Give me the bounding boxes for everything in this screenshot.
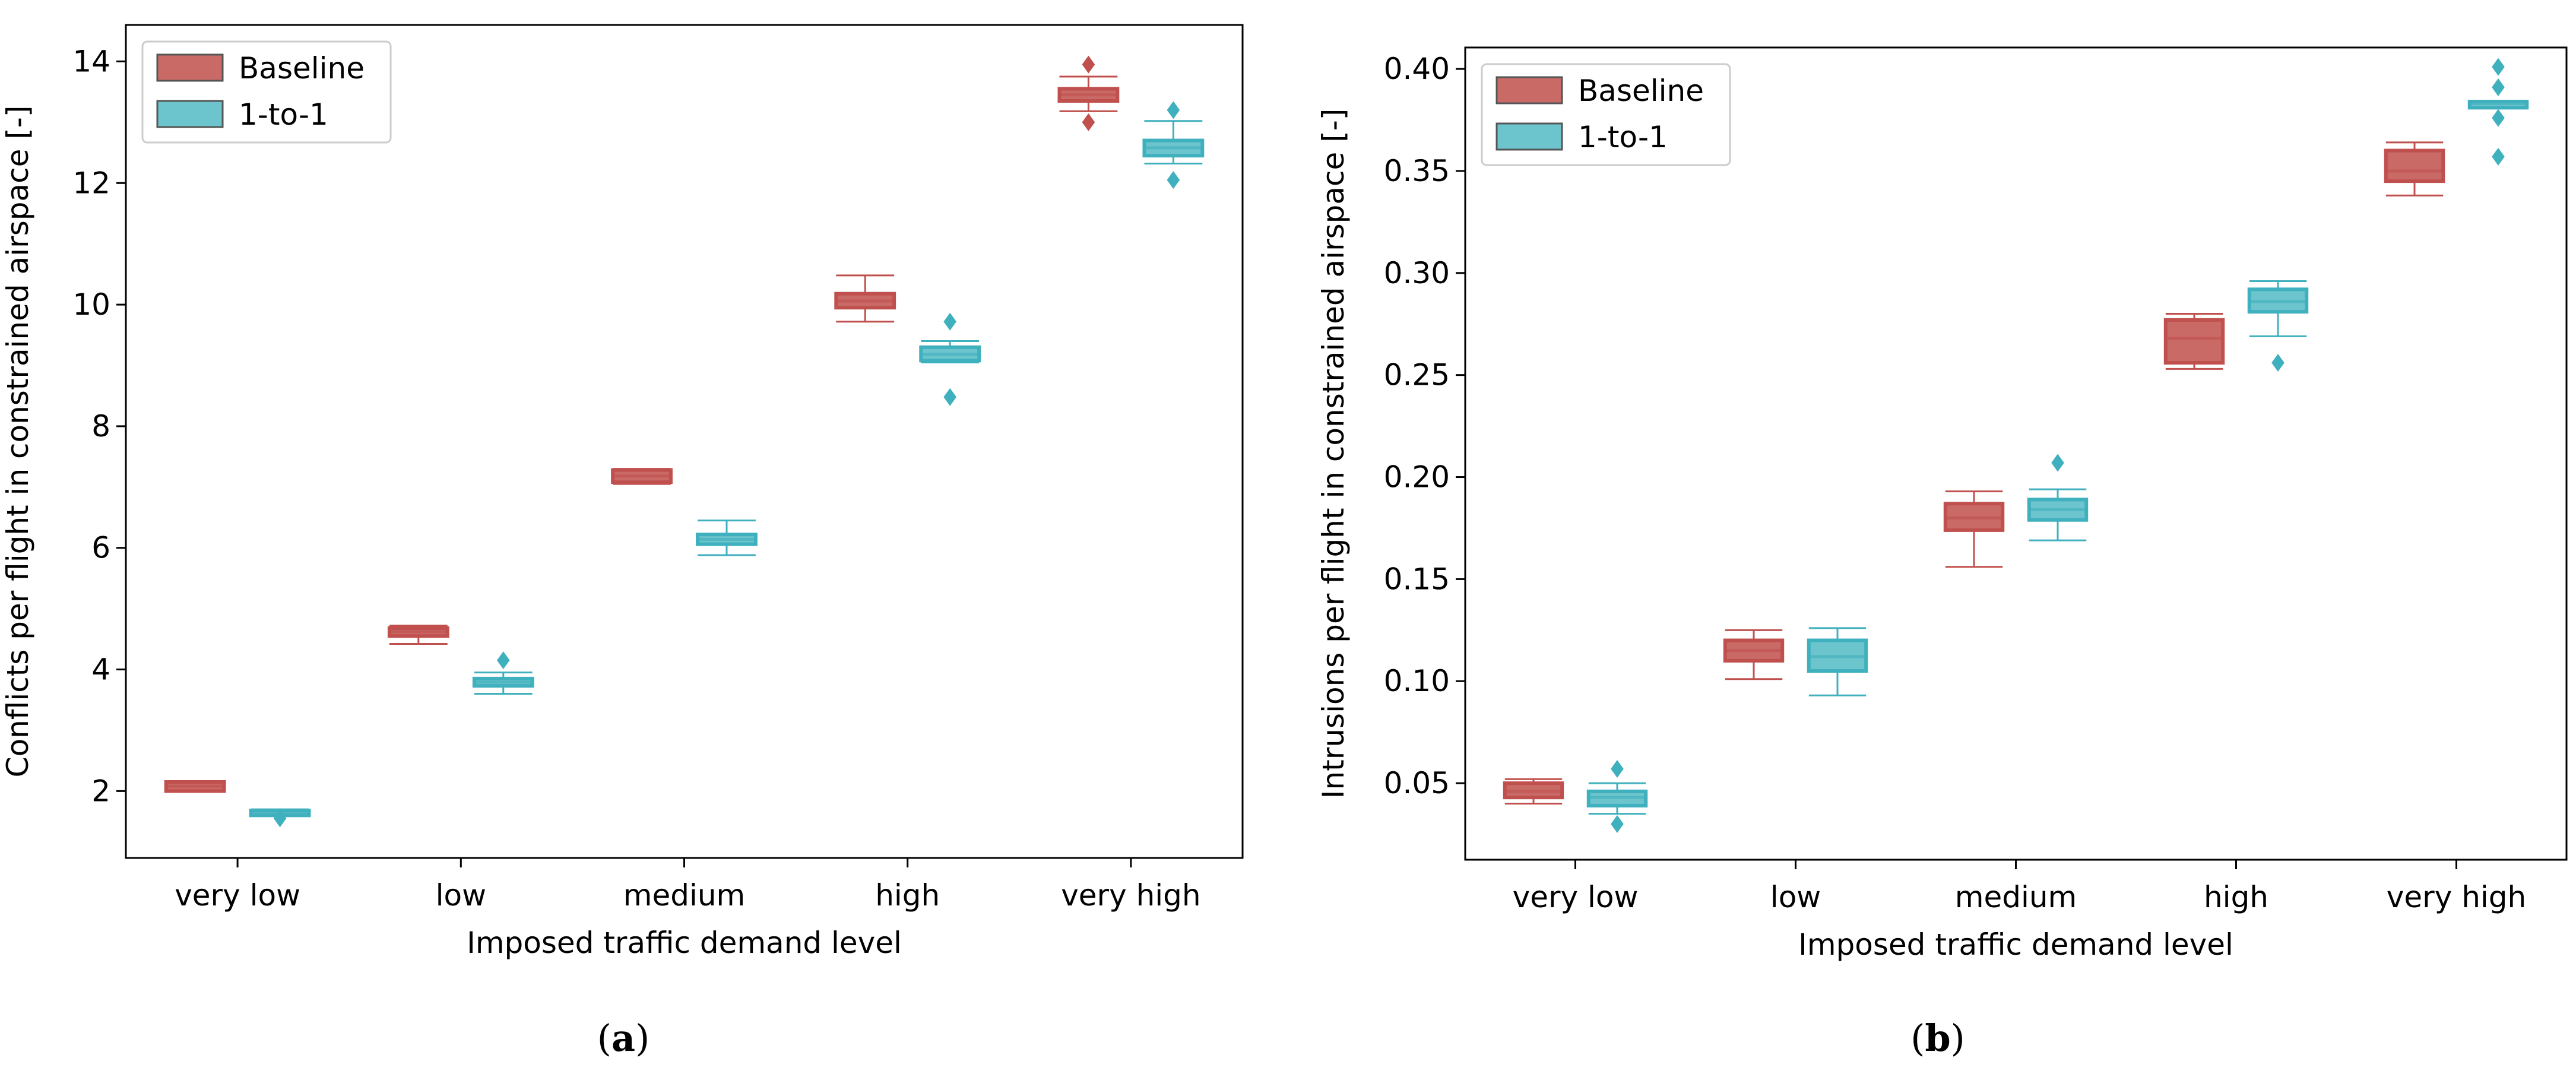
panel-b-1to1-outlier	[2492, 58, 2505, 76]
panel-a-1to1-outlier	[1167, 171, 1180, 189]
panel-a-legend-1to1-swatch	[156, 100, 224, 128]
panel-a-x-axis: very low low medium high very high	[175, 858, 1201, 913]
panel-b-1to1-outlier	[2492, 78, 2505, 97]
panel-b-caption: (b)	[1910, 1016, 1965, 1060]
panel-b-xtick-label: very low	[1513, 880, 1639, 914]
panel-b-xtick-label: low	[1770, 880, 1821, 914]
panel-b-legend-baseline-swatch	[1495, 76, 1563, 104]
panel-b-ytick-label: 0.30	[1384, 256, 1450, 290]
panel-a-xtick-label: very high	[1061, 878, 1200, 913]
panel-a-ytick-label: 4	[91, 653, 110, 687]
panel-b-marks	[1503, 58, 2529, 833]
panel-a-baseline-outlier	[1082, 113, 1095, 131]
panel-b-caption-letter: b	[1925, 1016, 1950, 1060]
panel-b-1to1-outlier	[1611, 815, 1624, 833]
panel-a-xtick-label: medium	[623, 878, 746, 913]
panel-b-chart: 0.05 0.10 0.15 0.20 0.25 0.30 0.35 0.40 very lo…	[1316, 46, 2568, 1060]
panel-b-1to1-outlier	[2051, 454, 2064, 472]
panel-a-ytick-label: 8	[91, 409, 110, 444]
panel-b-xtick-label: very high	[2387, 880, 2526, 914]
panel-a-legend: Baseline 1-to-1	[141, 40, 392, 144]
panel-a-xtick-label: low	[436, 878, 486, 913]
panel-b-ytick-label: 0.40	[1384, 52, 1450, 86]
panel-a-ytick-label: 14	[72, 44, 110, 78]
panel-a-1to1-outlier	[943, 312, 956, 331]
panel-a-xtick-label: high	[875, 878, 940, 913]
panel-b-xtick-label: high	[2204, 880, 2268, 914]
panel-a-1to1-outlier	[943, 388, 956, 406]
panel-b-y-axis: 0.05 0.10 0.15 0.20 0.25 0.30 0.35 0.40	[1384, 52, 1465, 800]
panel-b-legend: Baseline 1-to-1	[1481, 63, 1731, 166]
panel-a-baseline-outlier	[1082, 55, 1095, 74]
panel-b-xtick-label: medium	[1955, 880, 2077, 914]
panel-b-1to1-outlier	[2492, 147, 2505, 166]
panel-a-caption-letter: a	[611, 1016, 635, 1060]
panel-b-legend-1to1-swatch	[1495, 122, 1563, 151]
panel-a-x-label: Imposed traffic demand level	[467, 926, 902, 960]
panel-b-ytick-label: 0.35	[1384, 154, 1450, 188]
panel-a-marks	[164, 55, 1205, 828]
panel-a-1to1-outlier	[496, 651, 510, 670]
panel-b-1to1-outlier	[1611, 760, 1624, 778]
panel-b-1to1-outlier	[2271, 354, 2285, 372]
panel-a-y-axis: 2 4 6 8 10 12 14	[72, 44, 126, 808]
panel-a-legend-baseline-swatch	[156, 53, 224, 82]
panel-b-1to1-outlier	[2492, 109, 2505, 127]
panel-a-legend-1to1-label: 1-to-1	[239, 97, 328, 132]
panel-a-1to1-outlier	[1167, 101, 1180, 119]
panel-b-legend-1to1-label: 1-to-1	[1578, 120, 1668, 154]
panel-b-y-label: Intrusions per flight in constrained air…	[1316, 109, 1351, 799]
panel-b-ytick-label: 0.25	[1384, 358, 1450, 392]
panel-b-plot-frame	[1464, 46, 2568, 861]
panel-a-ytick-label: 6	[91, 531, 110, 565]
panel-a-1to1-outlier	[273, 809, 287, 828]
panel-b-ytick-label: 0.20	[1384, 460, 1450, 495]
panel-b-x-label: Imposed traffic demand level	[1798, 927, 2233, 962]
panel-a-caption: (a)	[597, 1016, 650, 1060]
panel-b-legend-baseline-label: Baseline	[1578, 74, 1704, 108]
panel-a-xtick-label: very low	[175, 878, 300, 913]
panel-a-y-label: Conflicts per flight in constrained airs…	[1, 106, 35, 778]
panel-a-ytick-label: 12	[72, 166, 110, 200]
panel-a-ytick-label: 10	[72, 287, 110, 322]
panel-a-legend-baseline-label: Baseline	[239, 51, 365, 85]
panel-b-baseline-box	[2384, 148, 2445, 183]
panel-a-chart: 2 4 6 8 10 12 14 very low low medium high very hig…	[1, 24, 1244, 1060]
panel-a-plot-frame	[125, 24, 1244, 859]
panel-b-ytick-label: 0.05	[1384, 766, 1450, 800]
panel-b-x-axis: very low low medium high very high	[1513, 860, 2526, 914]
panel-a-ytick-label: 2	[91, 774, 110, 808]
panel-b-ytick-label: 0.15	[1384, 562, 1450, 596]
panel-b-ytick-label: 0.10	[1384, 664, 1450, 698]
panel-b-baseline-box	[2163, 318, 2225, 365]
